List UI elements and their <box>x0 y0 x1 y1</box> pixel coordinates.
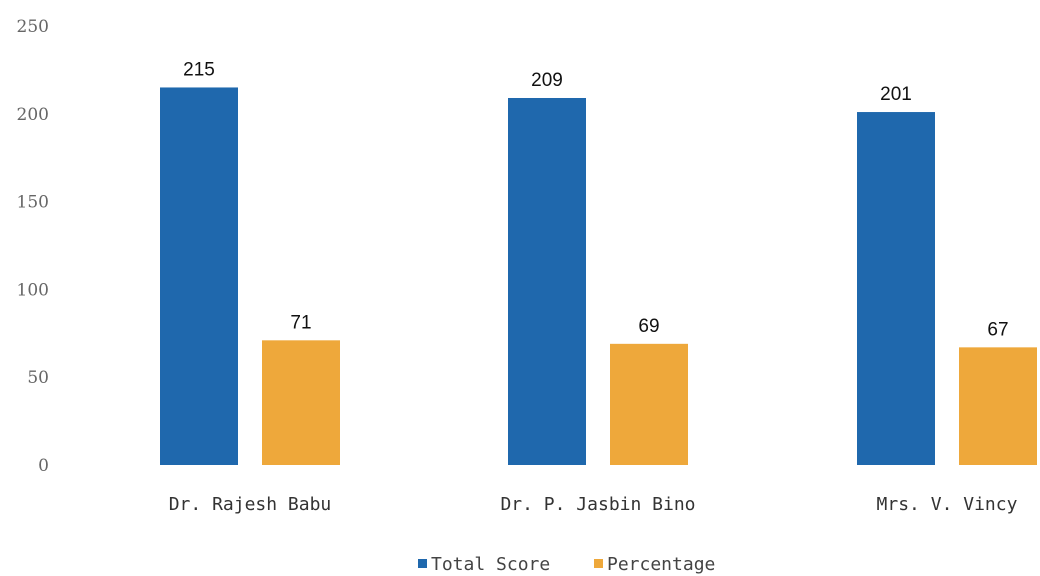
y-tick-label: 50 <box>27 368 49 388</box>
legend-swatch <box>418 559 427 568</box>
data-label: 71 <box>290 312 311 333</box>
bar-percentage <box>959 347 1037 465</box>
bar-total-score <box>160 87 238 466</box>
bar-total-score <box>857 112 935 465</box>
data-label: 69 <box>638 316 659 337</box>
data-label: 215 <box>183 59 215 80</box>
data-label: 67 <box>987 319 1008 340</box>
data-label: 209 <box>531 70 563 91</box>
bar-percentage <box>262 340 340 465</box>
bar-percentage <box>610 343 688 465</box>
category-label: Dr. Rajesh Babu <box>169 494 332 515</box>
legend-swatch <box>594 559 603 568</box>
category-label: Mrs. V. Vincy <box>877 494 1018 515</box>
y-tick-label: 100 <box>17 280 49 300</box>
y-tick-label: 0 <box>38 456 49 476</box>
legend-label: Total Score <box>431 554 550 575</box>
legend-label: Percentage <box>607 554 715 575</box>
data-label: 201 <box>880 84 912 105</box>
bar-total-score <box>508 97 586 465</box>
y-tick-label: 150 <box>17 193 49 213</box>
category-label: Dr. P. Jasbin Bino <box>500 494 695 515</box>
y-tick-label: 200 <box>17 105 49 125</box>
y-tick-label: 250 <box>17 17 49 37</box>
